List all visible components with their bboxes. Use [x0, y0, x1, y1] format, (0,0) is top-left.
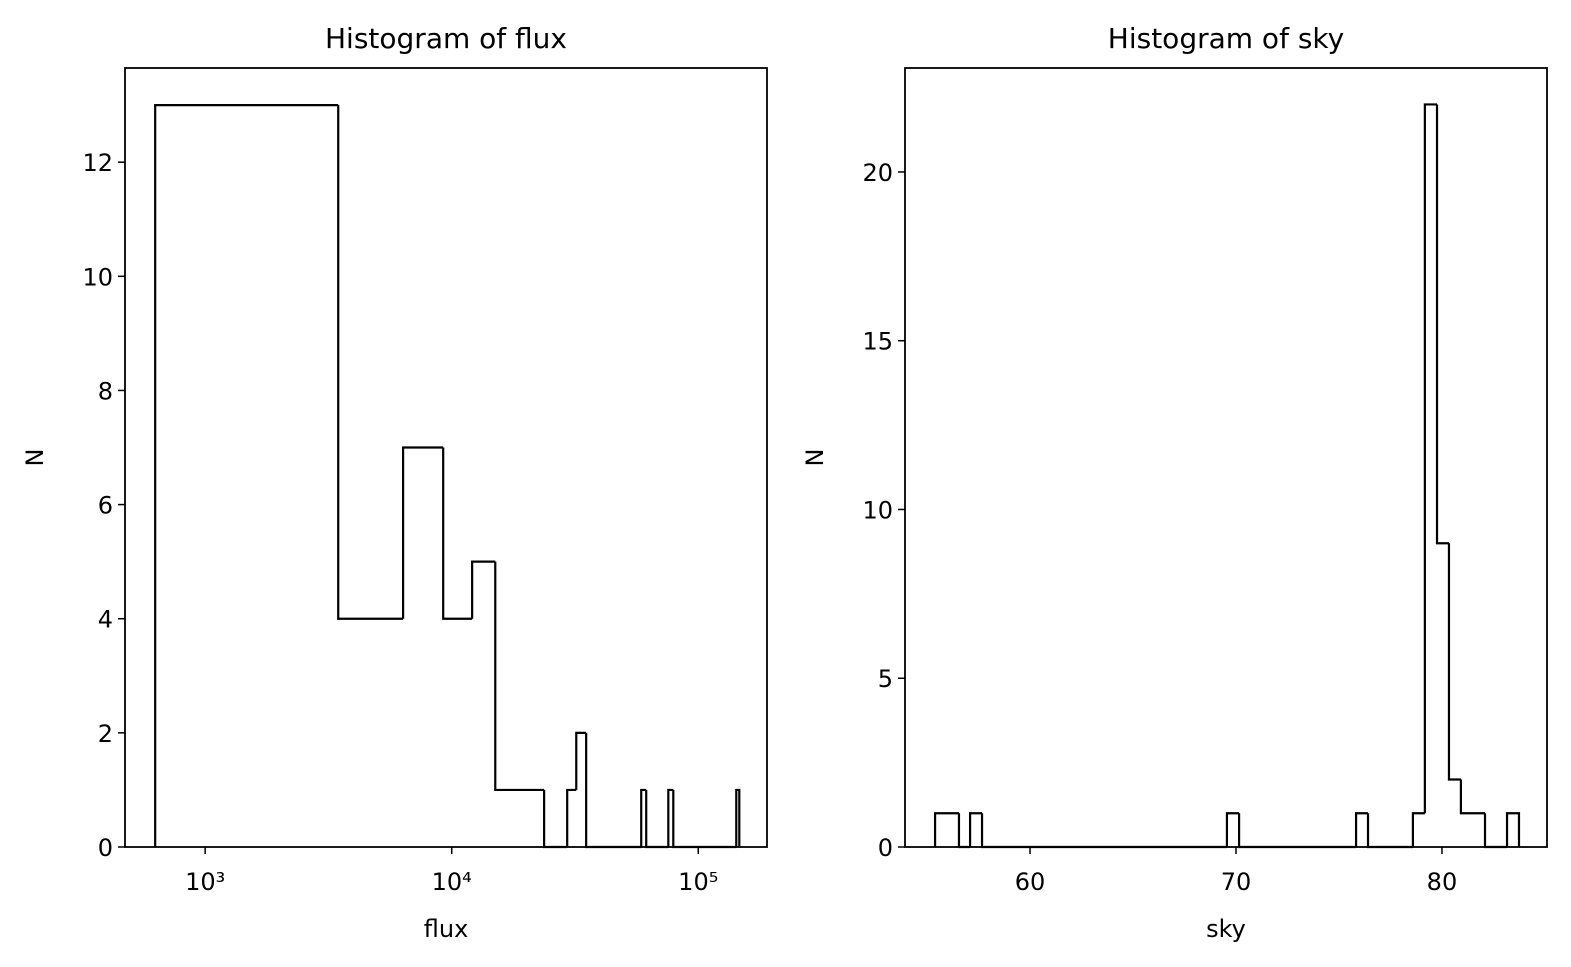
y-tick-label: 0	[878, 834, 893, 862]
histogram-bin	[1423, 103, 1438, 814]
histogram-bin	[575, 731, 587, 790]
histogram-bin	[1459, 779, 1485, 815]
histogram-bin	[640, 788, 647, 847]
histogram-bin	[957, 813, 971, 849]
histogram-bin	[968, 812, 983, 847]
y-tick-label: 5	[878, 665, 893, 693]
chart-title: Histogram of sky	[1108, 22, 1344, 55]
x-tick-label: 70	[1221, 868, 1252, 896]
histogram-bin	[1366, 813, 1413, 849]
y-tick-label: 8	[98, 377, 113, 405]
histogram-bin	[980, 813, 1227, 849]
histogram-bin	[1411, 812, 1425, 847]
y-tick-label: 0	[98, 834, 113, 862]
histogram-bin	[494, 561, 545, 792]
histogram-bin	[401, 446, 444, 619]
y-tick-label: 4	[98, 606, 113, 634]
x-axis-label: flux	[424, 915, 469, 943]
plot-frame	[904, 67, 1548, 848]
plot-frame	[124, 67, 768, 848]
histogram-bin	[543, 789, 568, 849]
y-tick-label: 12	[82, 149, 113, 177]
x-tick-label: 60	[1015, 868, 1046, 896]
y-tick-label: 10	[82, 263, 113, 291]
histogram-bin	[337, 105, 404, 620]
y-tick-label: 20	[862, 159, 893, 187]
y-tick-label: 2	[98, 720, 113, 748]
x-tick-label: 10⁵	[678, 868, 718, 896]
y-tick-label: 6	[98, 492, 113, 520]
chart-title: Histogram of flux	[325, 22, 567, 55]
histogram-bin	[471, 560, 496, 619]
histogram-bin	[672, 789, 737, 849]
y-axis-label: N	[801, 449, 829, 467]
histogram-bin	[1237, 813, 1357, 849]
histogram-bin	[1435, 104, 1449, 545]
histogram-bin	[1354, 812, 1369, 847]
histogram-bin	[566, 788, 577, 847]
x-tick-label: 10³	[185, 868, 225, 896]
histogram-bin	[1447, 543, 1461, 781]
histogram-bin	[735, 788, 741, 847]
histogram-bin	[1483, 813, 1508, 849]
y-axis-label: N	[21, 449, 49, 467]
x-tick-label: 10⁴	[432, 868, 472, 896]
x-axis-label: sky	[1206, 915, 1246, 943]
histogram-bin	[154, 103, 339, 847]
histogram-bin	[645, 789, 669, 849]
histogram-bin	[1225, 812, 1240, 847]
histogram-bin	[442, 447, 473, 620]
x-tick-label: 80	[1427, 868, 1458, 896]
histogram-bin	[585, 732, 642, 849]
histogram-bin	[933, 812, 959, 847]
y-tick-label: 15	[862, 328, 893, 356]
y-tick-label: 10	[862, 496, 893, 524]
histogram-bin	[667, 788, 674, 847]
histogram-bin	[1505, 812, 1521, 847]
